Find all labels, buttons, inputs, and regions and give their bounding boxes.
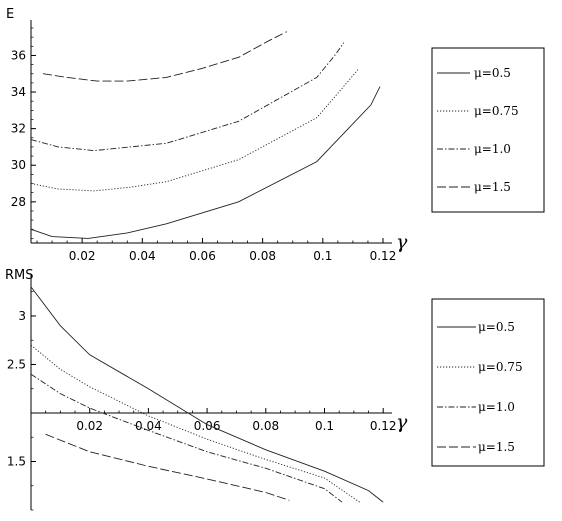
rms-legend-label-3: μ=1.5 — [478, 440, 515, 454]
energy-x-tick-label: 0.04 — [129, 249, 156, 263]
energy-series-line-1 — [30, 68, 360, 192]
energy-series — [30, 31, 381, 239]
energy-legend-label-2: μ=1.0 — [474, 142, 511, 156]
energy-x-tick-label: 0.1 — [313, 249, 332, 263]
rms-x-tick-label: 0.1 — [315, 419, 334, 433]
energy-legend-label-3: μ=1.5 — [474, 180, 511, 194]
energy-series-line-0 — [30, 86, 381, 239]
energy-y-tick-label: 30 — [11, 158, 26, 172]
energy-legend-label-1: μ=0.75 — [474, 104, 519, 118]
rms-x-tick-label: 0.04 — [135, 419, 162, 433]
energy-y-axis-title: E — [6, 7, 14, 22]
energy-x-tick-label: 0.12 — [370, 249, 397, 263]
energy-y-tick-label: 28 — [11, 195, 26, 209]
energy-y-tick-label: 34 — [11, 85, 26, 99]
energy-chart: 0.02 0.04 0.06 0.08 0.1 0.12 28 30 32 34 36 Eγ μ=0.… — [6, 7, 545, 263]
rms-series-line-0 — [30, 286, 384, 503]
energy-series-line-2 — [30, 42, 345, 152]
energy-y-tick-label: 36 — [11, 48, 26, 62]
rms-series-line-2 — [30, 373, 343, 503]
energy-x-tick-label: 0.02 — [69, 249, 96, 263]
energy-axes: 0.02 0.04 0.06 0.08 0.1 0.12 28 30 32 34 36 Eγ — [6, 7, 408, 263]
energy-legend-label-0: μ=0.5 — [474, 66, 511, 80]
rms-y-axis-title: RMS — [5, 268, 34, 283]
rms-axes: 0.02 0.04 0.06 0.08 0.1 0.12 1.5 2.5 3 RMS γ — [5, 268, 408, 511]
rms-x-tick-label: 0.08 — [252, 419, 279, 433]
rms-legend: μ=0.5 μ=0.75 μ=1.0 μ=1.5 — [431, 298, 545, 467]
rms-y-tick-label: 3 — [18, 309, 26, 323]
rms-y-tick-label: 2.5 — [7, 357, 26, 371]
rms-x-tick-label: 0.06 — [194, 419, 221, 433]
energy-x-tick-label: 0.06 — [189, 249, 216, 263]
rms-y-tick-label: 1.5 — [7, 454, 26, 468]
rms-x-tick-label: 0.02 — [76, 419, 103, 433]
rms-legend-label-1: μ=0.75 — [478, 360, 523, 374]
rms-series-line-3 — [45, 433, 290, 501]
rms-series — [30, 286, 384, 503]
rms-x-axis-title: γ — [396, 411, 408, 433]
energy-series-line-3 — [42, 31, 287, 82]
energy-y-tick-label: 32 — [11, 122, 26, 136]
rms-chart: 0.02 0.04 0.06 0.08 0.1 0.12 1.5 2.5 3 RMS γ μ=0.5… — [5, 268, 545, 511]
energy-legend-box — [431, 47, 545, 213]
rms-x-tick-label: 0.12 — [370, 419, 397, 433]
energy-x-tick-label: 0.08 — [249, 249, 276, 263]
rms-legend-label-2: μ=1.0 — [478, 400, 515, 414]
rms-legend-label-0: μ=0.5 — [478, 320, 515, 334]
energy-x-axis-title: γ — [396, 231, 408, 253]
energy-legend: μ=0.5 μ=0.75 μ=1.0 μ=1.5 — [431, 47, 545, 213]
